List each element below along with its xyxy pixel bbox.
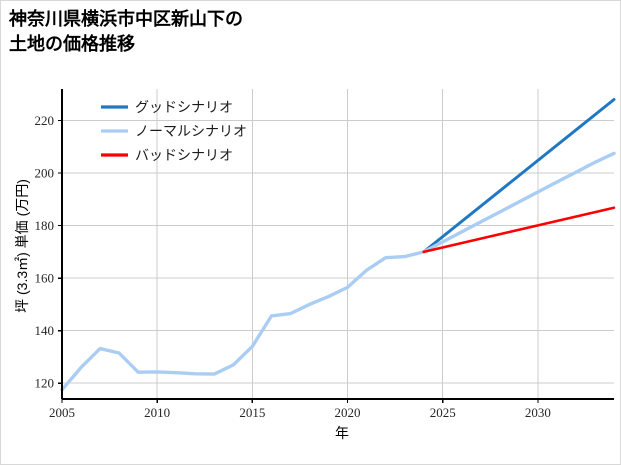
y-tick-label: 220 bbox=[35, 113, 55, 128]
series-line-バッドシナリオ bbox=[422, 206, 616, 254]
x-tick-label: 2020 bbox=[335, 405, 361, 420]
x-tick-label: 2015 bbox=[239, 405, 265, 420]
data-series-group bbox=[60, 98, 616, 392]
y-tick-label: 120 bbox=[35, 376, 55, 391]
series-line-ノーマルシナリオ bbox=[60, 151, 616, 392]
y-tick-label: 140 bbox=[35, 323, 55, 338]
legend-label-2[interactable]: バッドシナリオ bbox=[135, 149, 233, 164]
legend-label-0[interactable]: グッドシナリオ bbox=[135, 100, 233, 116]
x-tick-label: 2030 bbox=[525, 405, 551, 420]
x-tick-label: 2005 bbox=[49, 405, 75, 420]
page-title: 神奈川県横浜市中区新山下の 土地の価格推移 bbox=[9, 9, 243, 54]
x-tick-label: 2025 bbox=[430, 405, 456, 420]
axes-group bbox=[60, 89, 614, 401]
y-tick-label: 160 bbox=[35, 271, 55, 286]
x-tick-label: 2010 bbox=[144, 405, 170, 420]
series-line-グッドシナリオ bbox=[422, 98, 616, 254]
y-tick-label: 180 bbox=[35, 218, 55, 233]
y-tick-label: 200 bbox=[35, 166, 55, 181]
legend-label-1[interactable]: ノーマルシナリオ bbox=[135, 125, 247, 140]
x-tick-labels-group: 2005 2010 2015 2020 2025 2030 bbox=[49, 399, 551, 420]
y-axis-title: 坪 (3.3㎡) 単価 (万円) bbox=[14, 179, 30, 313]
y-tick-labels-group: 120 140 160 180 200 220 bbox=[35, 113, 62, 391]
x-axis-title: 年 bbox=[335, 425, 349, 441]
